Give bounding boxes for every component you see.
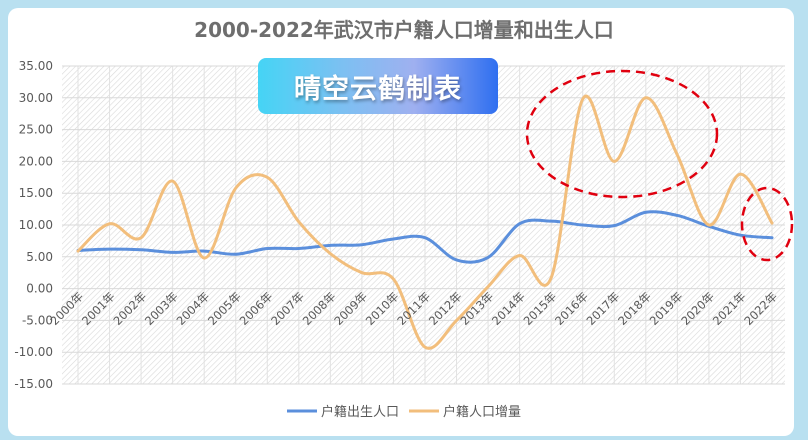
y-tick-label: 0.00 <box>26 282 53 296</box>
y-tick-label: 10.00 <box>19 218 53 232</box>
y-tick-label: 20.00 <box>19 154 53 168</box>
y-tick-label: 30.00 <box>19 91 53 105</box>
y-tick-label: 15.00 <box>19 186 53 200</box>
legend-label: 户籍人口增量 <box>443 404 521 420</box>
y-tick-label: 35.00 <box>19 59 53 73</box>
y-tick-label: -5.00 <box>22 313 53 327</box>
y-tick-label: 25.00 <box>19 123 53 137</box>
chart-title: 2000-2022年武汉市户籍人口增量和出生人口 <box>194 18 614 42</box>
annotation-ellipse <box>525 69 719 199</box>
y-tick-label: -10.00 <box>14 345 53 359</box>
y-tick-label: -15.00 <box>14 377 53 391</box>
y-tick-label: 5.00 <box>26 250 53 264</box>
series-line-2 <box>76 94 774 350</box>
series-line-1 <box>76 210 774 264</box>
watermark-badge: 晴空云鹤制表 <box>258 58 498 114</box>
annotation-ellipse <box>740 186 794 262</box>
legend-label: 户籍出生人口 <box>321 404 399 420</box>
